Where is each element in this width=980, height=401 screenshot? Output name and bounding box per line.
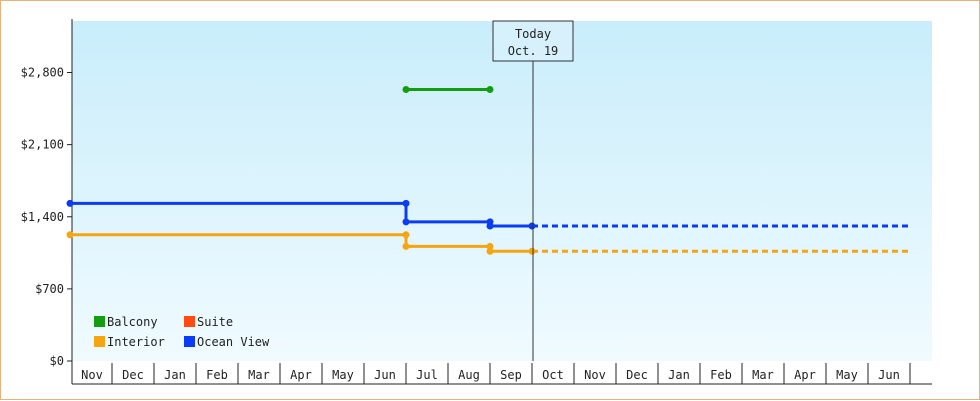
today-box [492,20,574,62]
data-point[interactable] [402,86,410,94]
y-tick-label: $2,800 [21,66,64,80]
legend-swatch [94,336,105,347]
month-label: Jun [374,368,396,382]
month-label: Feb [206,368,228,382]
today-label: Today [515,27,551,41]
series-ocean-view [66,199,910,230]
series-layer [66,86,910,255]
legend-swatch [184,316,195,327]
month-label: Jan [164,368,186,382]
legend-label: Suite [197,315,233,329]
data-point[interactable] [486,222,494,230]
month-label: Sep [500,368,522,382]
y-tick-label: $0 [50,354,64,368]
data-point[interactable] [66,231,74,239]
data-point[interactable] [402,199,410,207]
month-label: May [332,368,354,382]
legend-item-interior: Interior [94,335,165,349]
month-label: May [836,368,858,382]
series-interior [66,231,910,255]
month-label: Feb [710,368,732,382]
month-label: Dec [626,368,648,382]
legend-swatch [184,336,195,347]
month-label: Mar [752,368,774,382]
month-label: Nov [584,368,606,382]
legend-item-ocean-view: Ocean View [184,335,270,349]
data-point[interactable] [486,86,494,94]
plot-background [72,21,932,361]
x-axis: Nov Dec Jan Feb Mar Apr May Jun Jul Aug Sep Oct Nov D… [71,363,932,385]
month-label: Dec [122,368,144,382]
month-label: Jun [878,368,900,382]
today-marker: Today Oct. 19 [492,20,574,361]
legend-label: Balcony [107,315,158,329]
data-point[interactable] [402,218,410,226]
legend-swatch [94,316,105,327]
data-point[interactable] [486,242,494,250]
month-label: Jul [416,368,438,382]
data-point[interactable] [402,242,410,250]
series-line-ocean-view [70,201,532,228]
data-point[interactable] [66,199,74,207]
series-line-interior [70,233,532,253]
month-label: Aug [458,368,480,382]
today-date: Oct. 19 [508,44,559,58]
month-label: Mar [248,368,270,382]
legend-label: Interior [107,335,165,349]
legend: Balcony Suite Interior Ocean View [94,315,270,349]
y-tick-label: $700 [35,282,64,296]
y-tick-label: $1,400 [21,210,64,224]
month-label: Jan [668,368,690,382]
data-point[interactable] [402,231,410,239]
month-label: Apr [290,368,312,382]
y-tick-label: $2,100 [21,138,64,152]
month-label: Apr [794,368,816,382]
data-point[interactable] [486,247,494,255]
month-label: Oct [542,368,564,382]
legend-item-suite: Suite [184,315,233,329]
y-axis: $0 $700 $1,400 $2,100 $2,800 [21,19,73,384]
series-balcony [402,86,494,94]
month-label: Nov [81,368,103,382]
legend-item-balcony: Balcony [94,315,158,329]
legend-label: Ocean View [197,335,270,349]
